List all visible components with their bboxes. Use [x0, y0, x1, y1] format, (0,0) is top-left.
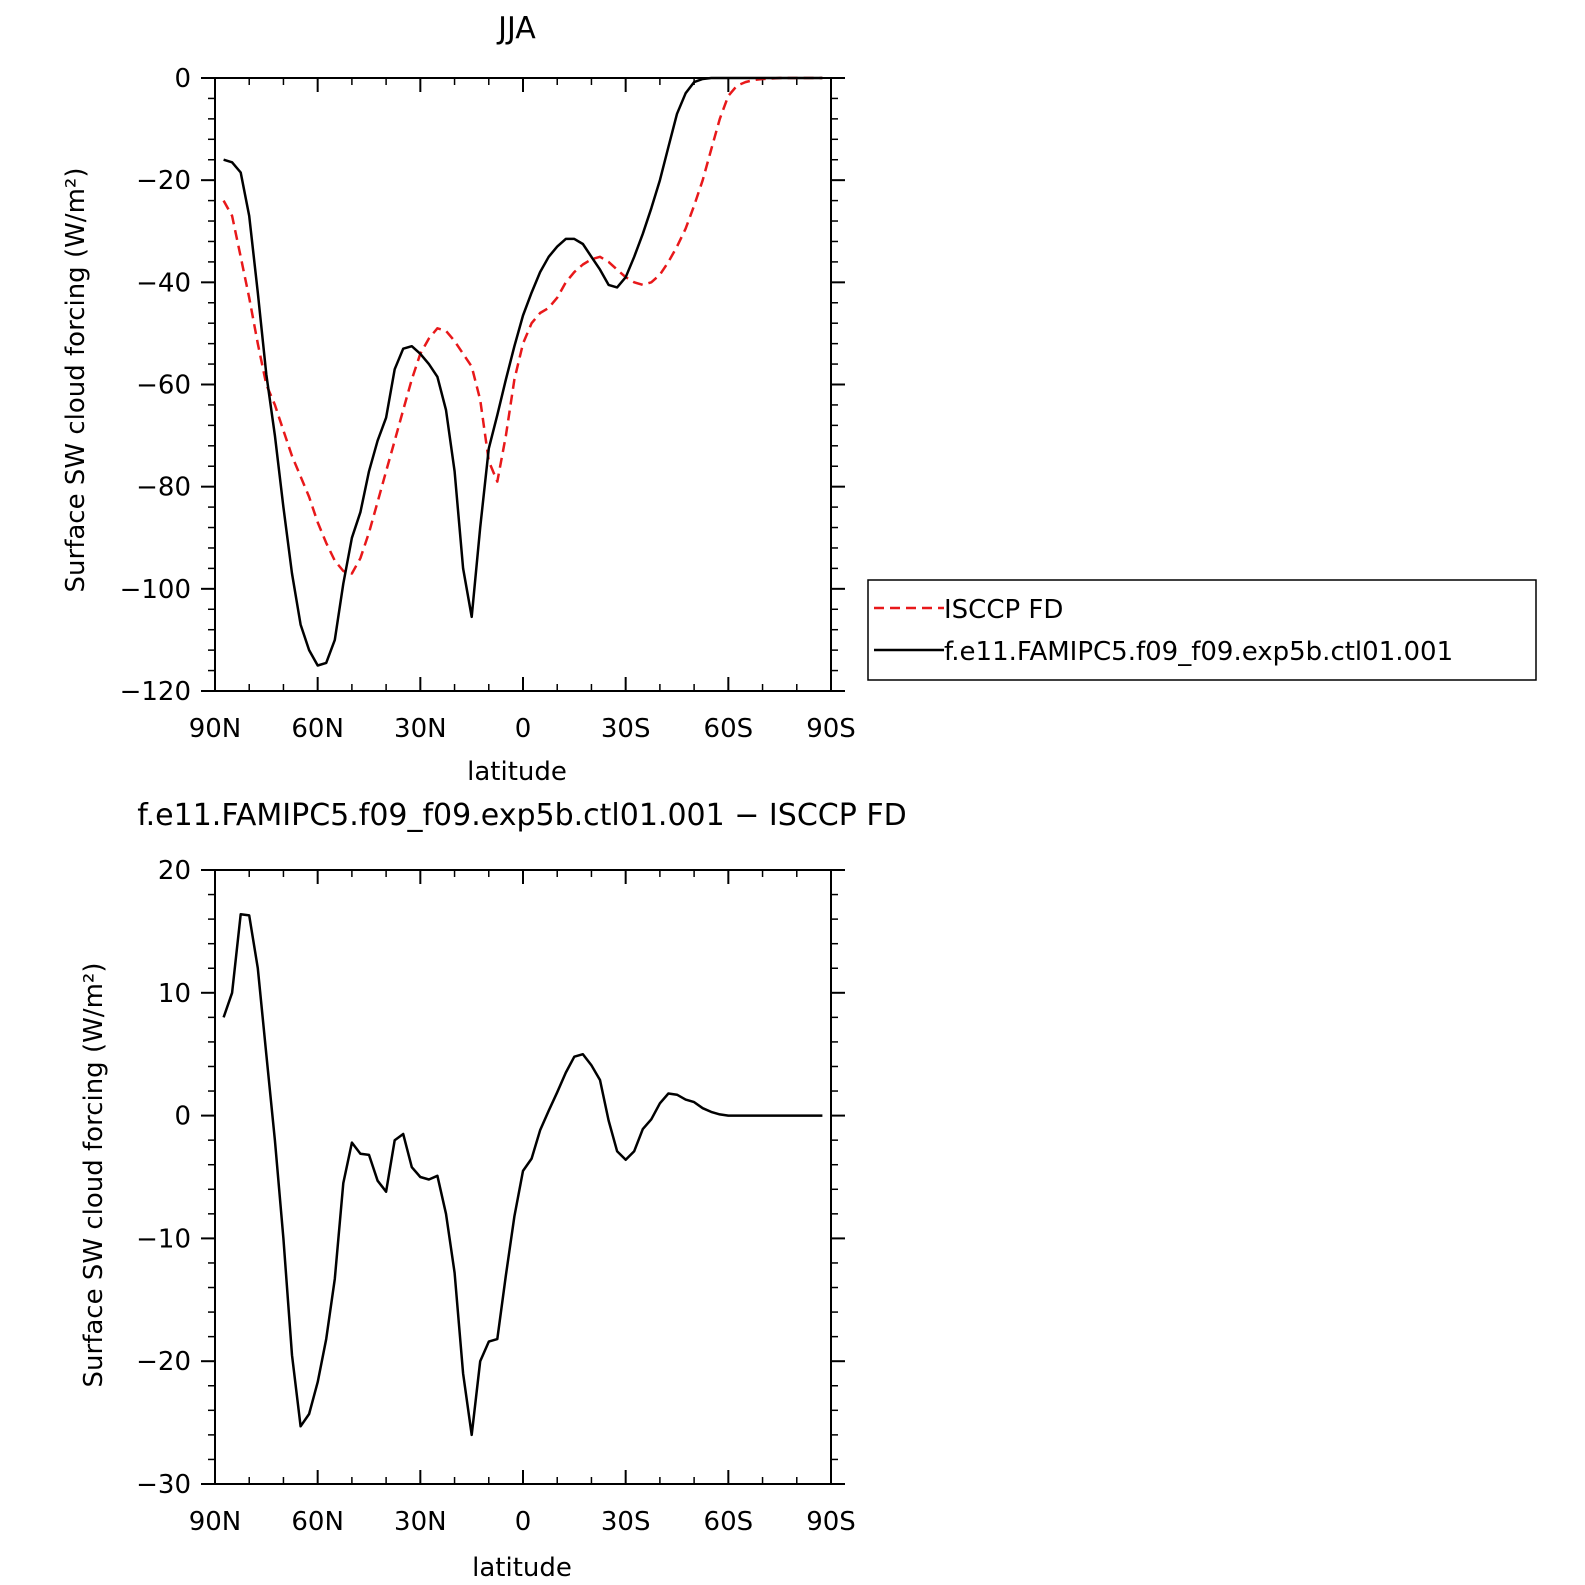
bottom-ytick-label: 0	[174, 1102, 191, 1132]
top-ytick-label: −80	[136, 473, 191, 503]
bottom-xtick-label: 90S	[806, 1507, 856, 1537]
bottom-ytick-label: −30	[136, 1470, 191, 1500]
bottom-plot-frame	[214, 869, 832, 1485]
bottom-chart-title: f.e11.FAMIPC5.f09_f09.exp5b.ctl01.001 − …	[137, 798, 906, 833]
bottom-y-axis-label: Surface SW cloud forcing (W/m²)	[79, 963, 109, 1388]
bottom-panel: f.e11.FAMIPC5.f09_f09.exp5b.ctl01.001 − …	[79, 798, 907, 1583]
top-ytick-label: −40	[136, 268, 191, 298]
top-ytick-label: −60	[136, 371, 191, 401]
top-chart-title: JJA	[496, 11, 536, 46]
bottom-plot-lines	[222, 912, 823, 1437]
bottom-series-line-1	[222, 912, 823, 1437]
legend-label-isccp: ISCCP FD	[944, 595, 1063, 625]
bottom-ytick-label: −20	[136, 1347, 191, 1377]
top-ytick-label: −20	[136, 166, 191, 196]
bottom-xtick-label: 0	[515, 1507, 532, 1537]
top-xtick-label: 90S	[806, 714, 856, 744]
top-xtick-label: 60N	[291, 714, 344, 744]
top-plot-frame	[214, 77, 832, 692]
top-xtick-label: 30S	[601, 714, 651, 744]
top-plot-lines	[222, 76, 823, 667]
bottom-axis-ticks: 90N 60N 30N 0 30S 60S 90S 20 10 0 −10 −20 −30	[136, 856, 856, 1537]
top-axis-ticks: 90N 60N 30N 0 30S 60S 90S 0 −20 −40 −60 −80 −100 −120	[120, 64, 856, 744]
top-series-line-1	[222, 76, 823, 575]
top-xtick-label: 60S	[704, 714, 754, 744]
bottom-xtick-label: 60S	[704, 1507, 754, 1537]
top-x-axis-label: latitude	[467, 757, 567, 787]
bottom-xtick-label: 90N	[189, 1507, 242, 1537]
top-ytick-label: −120	[120, 677, 191, 707]
bottom-xtick-label: 30S	[601, 1507, 651, 1537]
top-xtick-label: 90N	[189, 714, 242, 744]
top-panel: JJA Surface SW cloud forcing (W/m²) lati…	[61, 11, 1537, 787]
top-y-axis-label: Surface SW cloud forcing (W/m²)	[61, 168, 91, 593]
bottom-xtick-label: 60N	[291, 1507, 344, 1537]
legend-label-model: f.e11.FAMIPC5.f09_f09.exp5b.ctl01.001	[944, 637, 1453, 667]
top-series-line-2	[223, 76, 823, 667]
bottom-ytick-label: −10	[136, 1224, 191, 1254]
top-ytick-label: −100	[120, 575, 191, 605]
top-xtick-label: 0	[515, 714, 532, 744]
legend-box	[867, 579, 1537, 681]
top-xtick-label: 30N	[394, 714, 447, 744]
bottom-ytick-label: 20	[158, 856, 191, 886]
bottom-xtick-label: 30N	[394, 1507, 447, 1537]
legend: ISCCP FD f.e11.FAMIPC5.f09_f09.exp5b.ctl…	[867, 579, 1537, 681]
bottom-ytick-label: 10	[158, 979, 191, 1009]
top-ytick-label: 0	[174, 64, 191, 94]
bottom-x-axis-label: latitude	[472, 1553, 572, 1583]
